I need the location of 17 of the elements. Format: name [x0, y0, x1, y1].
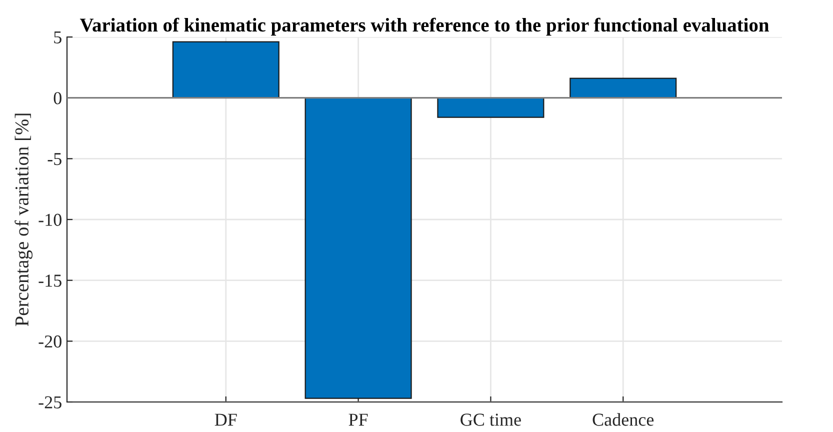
y-tick-label: 0: [54, 92, 62, 104]
bar: [570, 78, 677, 98]
x-tick-label: PF: [348, 414, 368, 426]
chart-title: Variation of kinematic parameters with reference to the prior functional evaluation: [80, 18, 769, 36]
bar: [304, 97, 412, 399]
y-tick-label: -10: [38, 214, 62, 226]
y-axis-title: Percentage of variation [%]: [14, 114, 33, 326]
bar: [437, 97, 544, 118]
y-tick-label: -20: [38, 335, 62, 348]
x-tick-label: Cadence: [592, 413, 654, 426]
y-tick-label: 5: [54, 31, 62, 44]
y-tick-label: -15: [38, 274, 62, 287]
x-tick-label: DF: [214, 414, 237, 426]
y-tick-label: -5: [48, 153, 62, 166]
bar: [172, 41, 280, 98]
x-tick-label: GC time: [460, 414, 521, 426]
y-tick-label: -25: [38, 396, 62, 408]
